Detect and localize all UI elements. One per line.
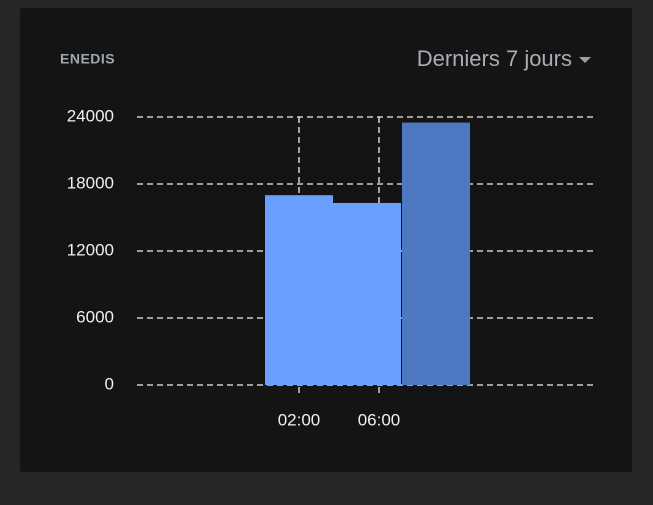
card-title: ENEDIS [60,51,115,67]
bar [402,122,470,385]
y-tick-label: 6000 [76,307,114,326]
y-tick-label: 24000 [67,106,114,125]
period-label[interactable]: Derniers 7 jours [417,46,572,71]
period-selector[interactable]: Derniers 7 jours [417,46,591,71]
y-tick-label: 12000 [67,240,114,259]
dropdown-arrow[interactable] [579,57,591,63]
y-tick-label: 0 [105,374,114,393]
y-tick-label: 18000 [67,173,114,192]
x-tick-label: 02:00 [278,410,321,429]
x-tick-label: 06:00 [358,410,401,429]
bar [265,195,333,385]
bar [333,202,401,385]
